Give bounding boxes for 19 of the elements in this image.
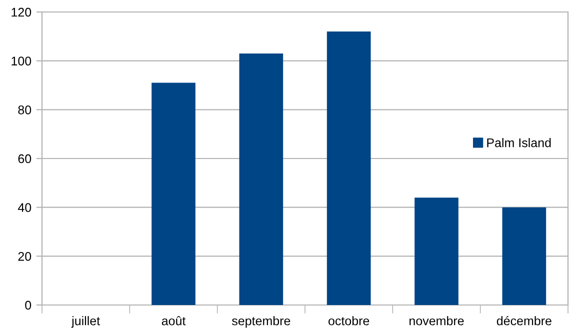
bar: [414, 198, 458, 305]
bar: [152, 82, 196, 305]
x-tick-label: novembre: [410, 316, 464, 326]
y-tick-label: 20: [18, 252, 32, 261]
x-tick-label: septembre: [232, 316, 290, 328]
x-tick-label: juillet: [71, 316, 100, 328]
y-tick-label: 120: [12, 8, 32, 17]
y-tick-label: 60: [18, 154, 32, 164]
x-tick-label: août: [162, 316, 186, 326]
x-tick-label: octobre: [328, 316, 370, 326]
y-tick-label: 80: [18, 105, 32, 114]
legend-label: Palm Island: [487, 138, 551, 148]
x-tick-label: décembre: [496, 316, 552, 326]
bar: [326, 32, 371, 305]
y-tick-label: 100: [12, 56, 32, 66]
bar: [239, 54, 284, 305]
bar: [502, 207, 546, 305]
y-tick-label: 40: [18, 203, 32, 212]
y-tick-label: 0: [25, 300, 32, 310]
